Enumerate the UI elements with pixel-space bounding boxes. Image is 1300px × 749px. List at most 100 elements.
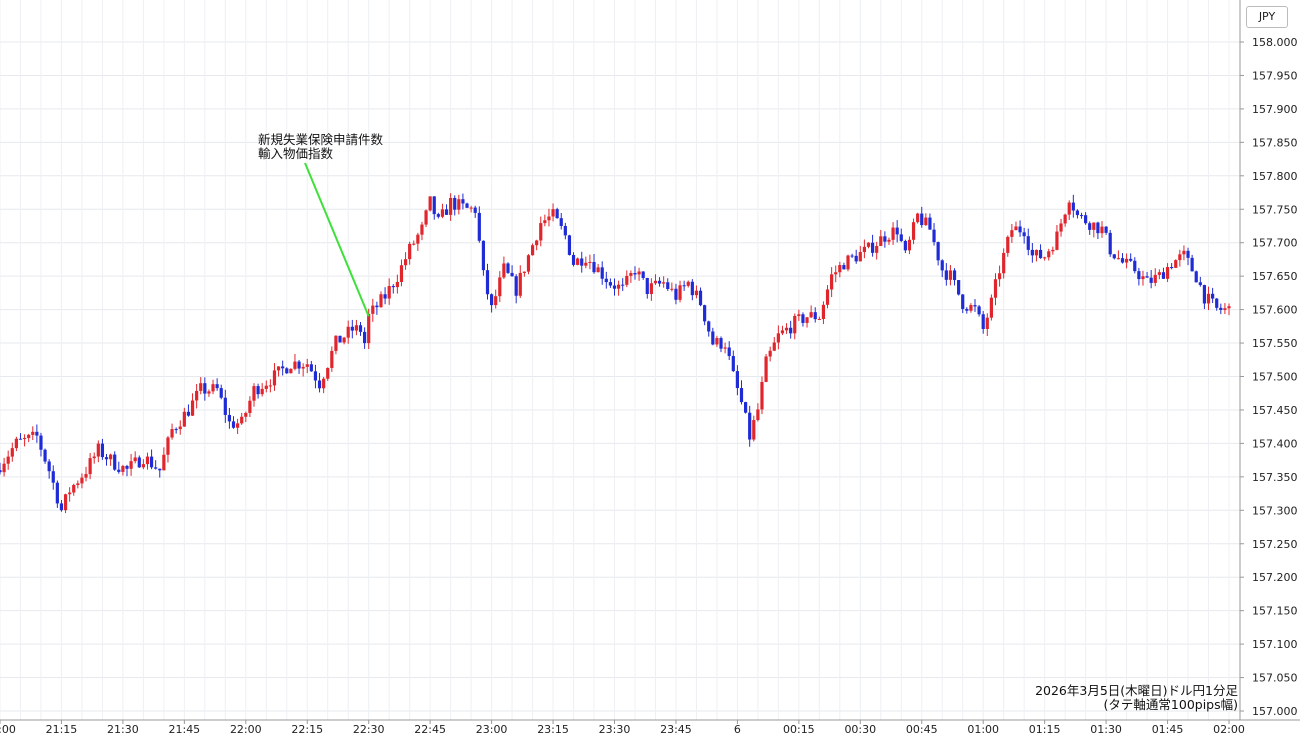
candle-down	[285, 367, 289, 374]
candle-down	[612, 278, 617, 296]
candle-up	[260, 383, 264, 397]
candle-body	[1026, 236, 1030, 250]
candle-down	[453, 195, 457, 216]
candle-down	[899, 228, 903, 243]
candle-up	[825, 285, 830, 309]
candle-body	[297, 361, 301, 369]
candle-body	[739, 388, 744, 403]
candle-up	[887, 237, 891, 245]
candle-up	[809, 305, 813, 318]
candle-body	[1178, 254, 1182, 261]
candle-up	[63, 493, 68, 514]
candle-up	[190, 393, 195, 416]
candle-up	[76, 480, 80, 489]
x-tick-label: 22:45	[414, 723, 446, 736]
candle-down	[432, 196, 436, 220]
candle-body	[395, 281, 399, 288]
candle-body	[580, 258, 584, 266]
y-tick-label: 157.650	[1252, 270, 1298, 283]
candle-body	[952, 270, 957, 281]
candle-up	[289, 368, 293, 374]
candle-up	[22, 434, 27, 447]
candle-up	[10, 442, 14, 462]
candle-up	[170, 423, 174, 440]
candle-body	[703, 305, 707, 322]
candle-body	[1010, 230, 1014, 237]
candle-up	[121, 464, 125, 476]
candle-body	[608, 282, 613, 286]
candle-body	[518, 272, 522, 296]
candle-down	[690, 279, 694, 301]
candle-up	[866, 242, 871, 249]
candle-up	[629, 270, 633, 283]
candle-body	[457, 199, 461, 210]
candle-up	[543, 214, 547, 227]
candle-up	[821, 301, 826, 325]
y-tick-label: 157.300	[1252, 504, 1298, 517]
candle-body	[322, 378, 326, 389]
candle-up	[145, 452, 150, 470]
candle-body	[170, 429, 174, 438]
candle-down	[473, 205, 477, 218]
candle-up	[1055, 224, 1059, 251]
candle-up	[330, 346, 334, 372]
candle-body	[1129, 258, 1133, 261]
x-tick-label: 01:15	[1029, 723, 1061, 736]
candle-body	[154, 467, 158, 469]
candle-body	[268, 385, 272, 387]
candle-down	[850, 253, 854, 259]
candle-down	[559, 212, 563, 230]
candle-up	[199, 377, 203, 395]
candle-up	[588, 254, 592, 270]
candle-body	[903, 240, 907, 251]
candle-body	[47, 461, 51, 472]
candle-up	[387, 278, 391, 305]
candle-up	[715, 335, 719, 347]
candle-body	[162, 454, 166, 471]
candle-down	[1096, 221, 1100, 239]
candle-body	[27, 434, 31, 439]
candle-down	[920, 206, 924, 228]
event-annotation-line-2: 輸入物価指数	[258, 146, 334, 161]
candle-down	[735, 365, 739, 396]
candle-up	[449, 193, 453, 221]
candle-body	[633, 273, 637, 275]
candle-down	[375, 301, 379, 315]
candle-down	[1030, 242, 1034, 263]
candle-body	[350, 326, 354, 331]
candle-body	[215, 384, 219, 389]
candle-down	[731, 350, 735, 373]
candle-up	[879, 229, 883, 247]
candle-body	[592, 261, 596, 273]
candle-up	[772, 336, 776, 352]
candle-body	[309, 364, 313, 372]
candle-body	[965, 308, 969, 311]
candle-up	[797, 309, 801, 321]
candle-up	[1047, 248, 1051, 261]
candle-up	[469, 205, 473, 213]
candle-body	[764, 356, 768, 382]
candle-body	[68, 492, 72, 495]
candle-body	[1206, 293, 1211, 304]
currency-badge[interactable]: JPY	[1246, 6, 1288, 28]
candle-body	[469, 207, 473, 209]
candle-down	[18, 433, 23, 440]
candle-body	[14, 438, 18, 449]
candle-body	[616, 284, 621, 289]
candle-up	[649, 278, 653, 301]
candle-down	[1133, 257, 1137, 274]
candle-body	[1190, 257, 1194, 272]
candle-down	[621, 278, 625, 291]
candle-down	[383, 287, 387, 305]
candle-up	[211, 379, 215, 395]
candle-body	[895, 227, 899, 235]
candle-body	[944, 270, 948, 280]
candle-body	[1006, 236, 1010, 253]
candle-up	[371, 298, 375, 322]
candle-body	[666, 282, 670, 290]
candle-body	[723, 347, 727, 349]
candle-body	[92, 456, 96, 459]
candle-body	[1055, 231, 1059, 250]
candle-body	[1043, 257, 1047, 259]
